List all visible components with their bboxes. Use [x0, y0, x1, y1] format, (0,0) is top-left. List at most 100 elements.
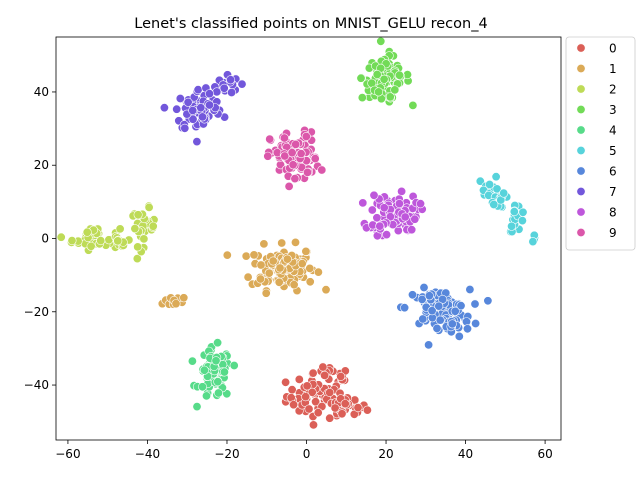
point-class-1 [241, 251, 251, 261]
points-layer [56, 36, 540, 430]
point-class-1 [301, 246, 311, 256]
point-class-0 [287, 385, 297, 395]
x-tick-label: 60 [537, 447, 552, 461]
chart-title: Lenet's classified points on MNIST_GELU … [134, 16, 487, 32]
x-tick-label: −40 [135, 447, 160, 461]
point-class-8 [415, 199, 425, 209]
x-tick-label: −60 [55, 447, 80, 461]
point-class-2 [148, 221, 158, 231]
point-class-8 [379, 203, 389, 213]
point-class-3 [356, 73, 366, 83]
y-axis: −40 −20 0 20 40 [24, 85, 56, 392]
point-class-4 [187, 356, 197, 366]
point-class-7 [175, 94, 185, 104]
legend-box [565, 36, 636, 251]
point-class-6 [432, 323, 442, 333]
point-class-7 [205, 89, 215, 99]
point-class-0 [301, 392, 311, 402]
point-class-5 [485, 180, 495, 190]
point-class-1 [313, 267, 323, 277]
legend: 0 1 2 3 4 5 6 7 8 9 [565, 36, 636, 251]
x-axis: −60 −40 −20 0 20 40 60 [55, 440, 553, 461]
point-class-6 [424, 291, 434, 301]
point-class-4 [219, 367, 229, 377]
point-class-6 [470, 299, 480, 309]
point-class-9 [296, 149, 306, 159]
point-class-1 [243, 272, 253, 282]
point-class-1 [268, 256, 278, 266]
legend-marker-3 [576, 105, 586, 115]
point-class-1 [264, 268, 274, 278]
point-class-0 [320, 370, 330, 380]
point-class-7 [192, 137, 202, 147]
point-class-7 [219, 83, 229, 93]
point-class-2 [86, 241, 96, 251]
point-class-1 [297, 259, 307, 269]
point-class-1 [289, 280, 299, 290]
y-tick-label: −40 [24, 378, 49, 392]
legend-marker-9 [576, 228, 586, 238]
legend-label-4: 4 [609, 124, 617, 138]
legend-label-0: 0 [609, 42, 617, 56]
point-class-9 [290, 174, 300, 184]
point-class-6 [427, 306, 437, 316]
point-class-5 [507, 221, 517, 231]
y-tick-label: 0 [41, 232, 49, 246]
x-tick-label: 20 [378, 447, 393, 461]
point-class-6 [424, 340, 434, 350]
point-class-3 [394, 70, 404, 80]
point-class-4 [214, 388, 224, 398]
point-class-5 [489, 200, 499, 210]
point-class-0 [313, 408, 323, 418]
point-class-9 [301, 132, 311, 142]
point-class-7 [188, 106, 198, 116]
legend-label-7: 7 [609, 185, 617, 199]
point-class-8 [375, 221, 385, 231]
point-class-6 [438, 294, 448, 304]
point-class-6 [454, 331, 464, 341]
point-class-7 [227, 88, 237, 98]
point-class-2 [67, 236, 77, 246]
point-class-7 [183, 97, 193, 107]
point-class-6 [483, 296, 493, 306]
point-class-0 [337, 409, 347, 419]
point-class-2 [133, 210, 143, 220]
point-class-3 [376, 36, 386, 46]
point-class-9 [263, 151, 273, 161]
point-class-7 [159, 103, 169, 113]
point-class-0 [336, 371, 346, 381]
point-class-1 [261, 288, 271, 298]
point-class-6 [419, 282, 429, 292]
point-class-8 [358, 198, 368, 208]
point-class-9 [284, 181, 294, 191]
point-class-2 [144, 202, 154, 212]
point-class-1 [171, 299, 181, 309]
point-class-5 [499, 188, 509, 198]
point-class-2 [133, 242, 143, 252]
point-class-8 [400, 212, 410, 222]
point-class-0 [353, 403, 363, 413]
point-class-1 [290, 237, 300, 247]
point-class-3 [408, 100, 418, 110]
point-class-3 [379, 74, 389, 84]
point-class-0 [311, 397, 321, 407]
point-class-9 [265, 134, 275, 144]
point-class-6 [462, 324, 472, 334]
point-class-0 [308, 368, 318, 378]
point-class-4 [229, 360, 239, 370]
point-class-7 [193, 85, 203, 95]
point-class-2 [96, 236, 106, 246]
point-class-1 [305, 263, 315, 273]
point-class-8 [385, 212, 395, 222]
point-class-6 [447, 319, 457, 329]
point-class-0 [340, 399, 350, 409]
point-class-1 [275, 263, 285, 273]
legend-marker-2 [576, 84, 586, 94]
point-class-3 [385, 92, 395, 102]
point-class-7 [180, 123, 190, 133]
point-class-7 [226, 75, 236, 85]
point-class-6 [400, 303, 410, 313]
point-class-5 [491, 172, 501, 182]
legend-label-8: 8 [609, 206, 617, 220]
point-class-6 [456, 301, 466, 311]
